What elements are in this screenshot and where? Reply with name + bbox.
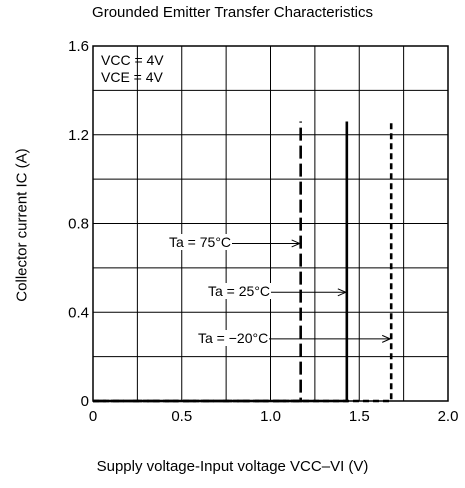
x-tick-label: 1.0 [260, 408, 281, 425]
x-tick-label: 2.0 [438, 408, 459, 425]
annotation-arrow-head [381, 334, 392, 343]
tick-labels: 0 0.5 1.0 1.5 2.0 0 0.4 0.8 1.2 1.6 [68, 38, 458, 425]
annotation-ta-minus-20: Ta = −20°C [197, 329, 270, 346]
condition-vce: VCE = 4V [101, 69, 163, 85]
chart-title: Grounded Emitter Transfer Characteristic… [92, 4, 373, 21]
y-tick-label: 1.6 [68, 38, 89, 55]
plot-frame [92, 45, 449, 402]
x-tick-label: 1.5 [349, 408, 370, 425]
annotation-arrow-head [337, 288, 348, 297]
x-tick-label: 0 [89, 408, 97, 425]
x-axis-label: Supply voltage-Input voltage VCC–VI (V) [96, 458, 369, 475]
annotation-arrow-head [291, 239, 301, 248]
series-line-0 [93, 121, 302, 403]
y-tick-label: 0.8 [68, 216, 89, 233]
y-tick-label: 0.4 [68, 304, 89, 321]
y-axis-label: Collector current IC (A) [13, 148, 31, 302]
annotation-arrows [232, 239, 392, 343]
series-line-1 [93, 121, 349, 403]
condition-vcc: VCC = 4V [101, 52, 164, 68]
y-tick-label: 1.2 [68, 127, 89, 144]
series-line-2 [93, 121, 393, 403]
y-tick-label: 0 [81, 393, 89, 410]
grid-lines [93, 46, 448, 401]
annotation-ta-75: Ta = 75°C [168, 234, 233, 251]
x-tick-label: 0.5 [171, 408, 192, 425]
annotation-ta-25: Ta = 25°C [207, 283, 272, 300]
